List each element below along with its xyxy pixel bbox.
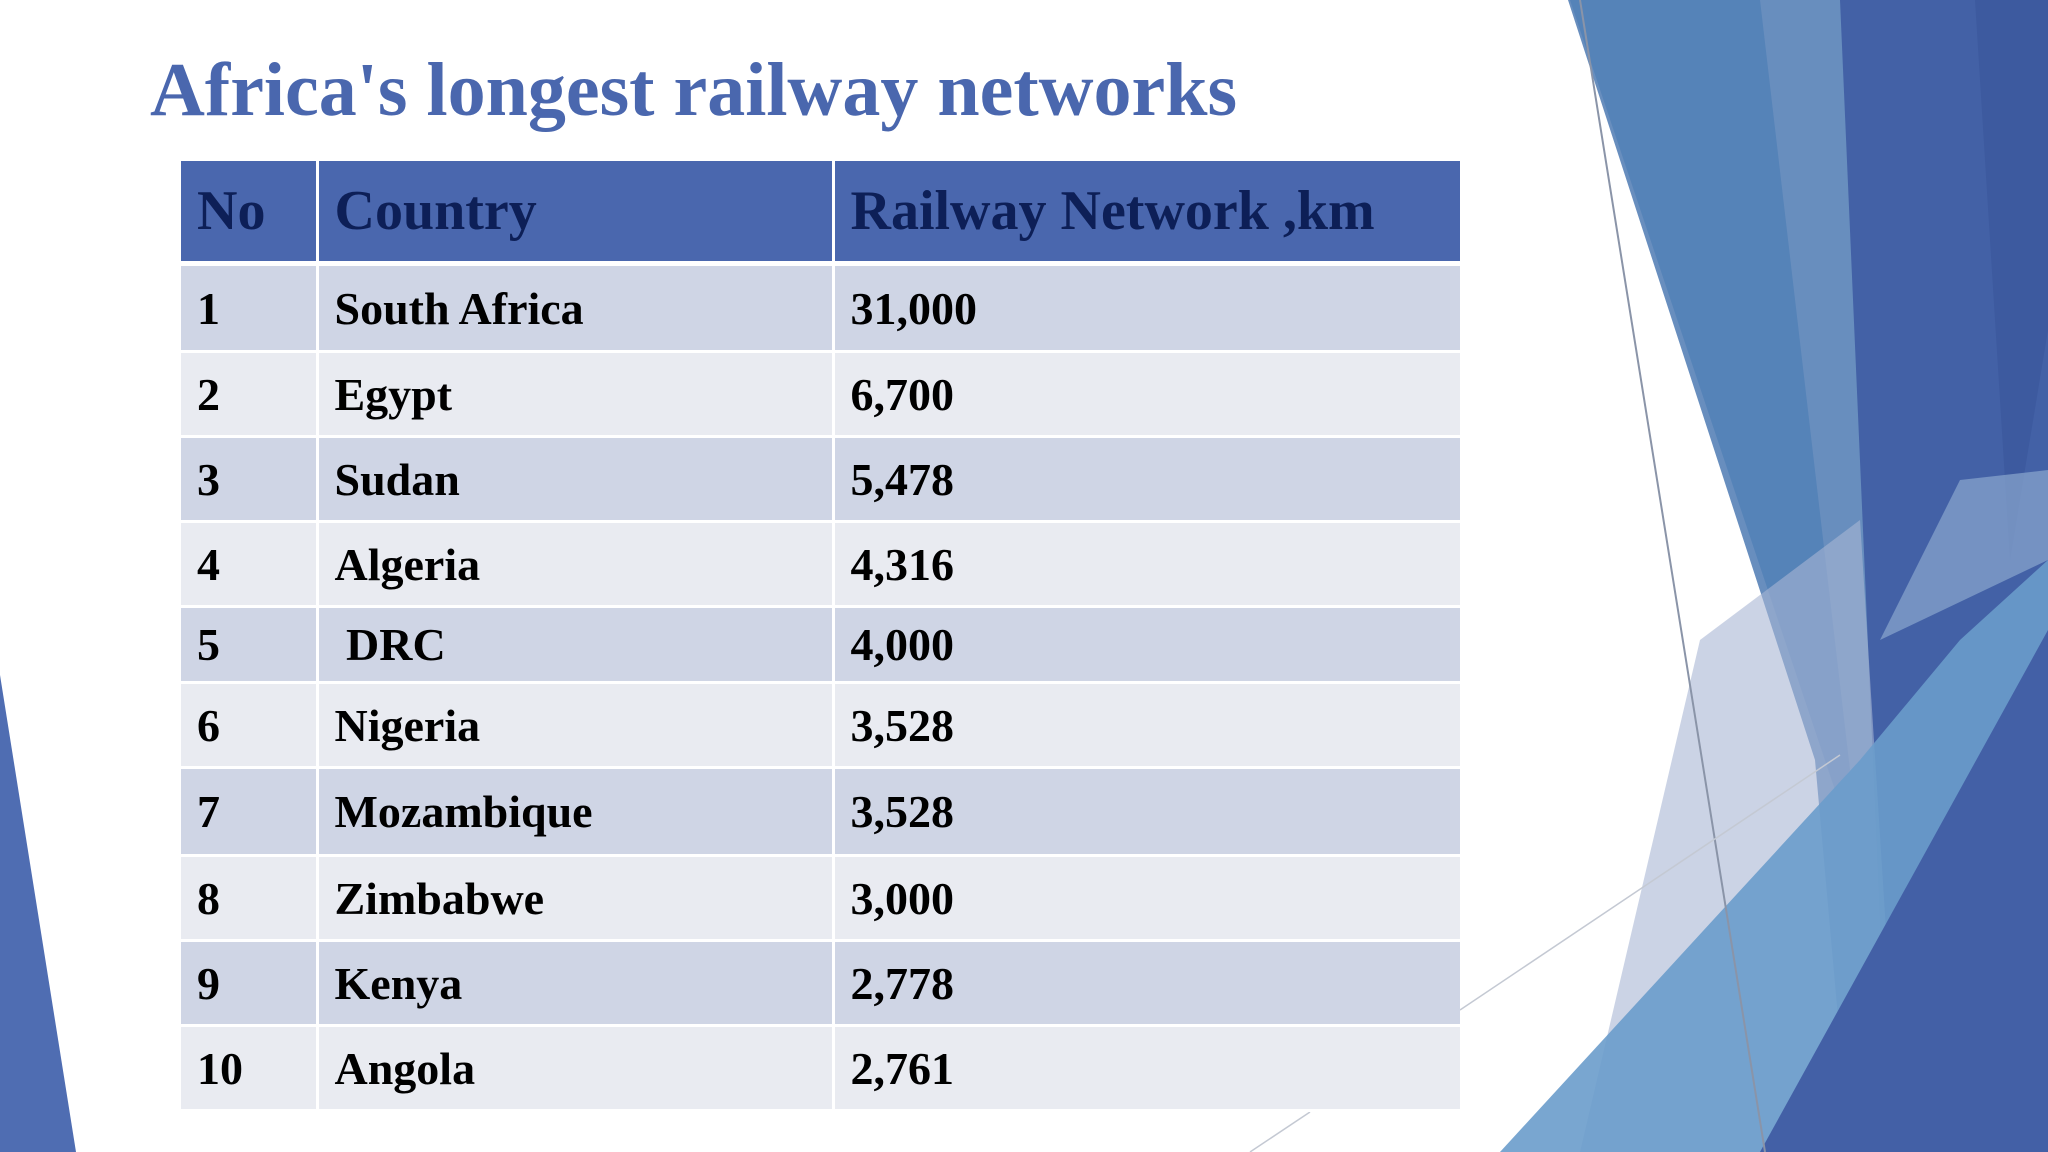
- cell-no: 8: [181, 854, 319, 942]
- cell-country: Mozambique: [315, 766, 835, 857]
- cell-km: 6,700: [831, 350, 1460, 438]
- railway-table: No Country Railway Network ,km 1 South A…: [181, 161, 1460, 1112]
- cell-no: 4: [181, 520, 319, 608]
- decorative-line: [1579, 0, 1766, 1152]
- cell-country: Nigeria: [315, 681, 835, 769]
- cell-country: DRC: [315, 605, 835, 684]
- cell-country: Sudan: [315, 435, 835, 523]
- header-country: Country: [315, 161, 835, 266]
- table-row: 3 Sudan 5,478: [181, 435, 1460, 523]
- table-row: 5 DRC 4,000: [181, 605, 1460, 684]
- cell-no: 9: [181, 939, 319, 1027]
- cell-no: 3: [181, 435, 319, 523]
- cell-country: Zimbabwe: [315, 854, 835, 942]
- cell-km: 2,761: [831, 1024, 1460, 1112]
- decorative-line: [1459, 754, 1841, 1011]
- right-facet-shape: [1760, 630, 2048, 1152]
- right-facet-shape: [1880, 470, 2048, 640]
- cell-km: 4,000: [831, 605, 1460, 684]
- table-row: 8 Zimbabwe 3,000: [181, 854, 1460, 942]
- cell-country: Angola: [315, 1024, 835, 1112]
- cell-country: South Africa: [315, 262, 835, 353]
- table-row: 9 Kenya 2,778: [181, 939, 1460, 1027]
- cell-km: 3,528: [831, 766, 1460, 857]
- left-facet-shape: [0, 675, 76, 1152]
- cell-km: 4,316: [831, 520, 1460, 608]
- table-row: 1 South Africa 31,000: [181, 262, 1460, 353]
- cell-km: 5,478: [831, 435, 1460, 523]
- cell-no: 10: [181, 1024, 319, 1112]
- cell-country: Egypt: [315, 350, 835, 438]
- cell-km: 31,000: [831, 262, 1460, 353]
- cell-km: 3,528: [831, 681, 1460, 769]
- cell-no: 1: [181, 262, 319, 353]
- slide-title: Africa's longest railway networks: [150, 48, 1238, 132]
- table-row: 7 Mozambique 3,528: [181, 766, 1460, 857]
- table-row: 4 Algeria 4,316: [181, 520, 1460, 608]
- cell-country: Kenya: [315, 939, 835, 1027]
- cell-no: 5: [181, 605, 319, 684]
- right-facet-shape: [1975, 0, 2048, 560]
- table-row: 10 Angola 2,761: [181, 1024, 1460, 1112]
- header-no: No: [181, 161, 319, 266]
- cell-km: 2,778: [831, 939, 1460, 1027]
- decorative-line: [1249, 1111, 1311, 1152]
- table-row: 2 Egypt 6,700: [181, 350, 1460, 438]
- cell-km: 3,000: [831, 854, 1460, 942]
- header-row: No Country Railway Network ,km: [181, 161, 1460, 266]
- cell-no: 2: [181, 350, 319, 438]
- cell-no: 6: [181, 681, 319, 769]
- cell-no: 7: [181, 766, 319, 857]
- table-row: 6 Nigeria 3,528: [181, 681, 1460, 769]
- header-railway-network: Railway Network ,km: [831, 161, 1460, 266]
- cell-country: Algeria: [315, 520, 835, 608]
